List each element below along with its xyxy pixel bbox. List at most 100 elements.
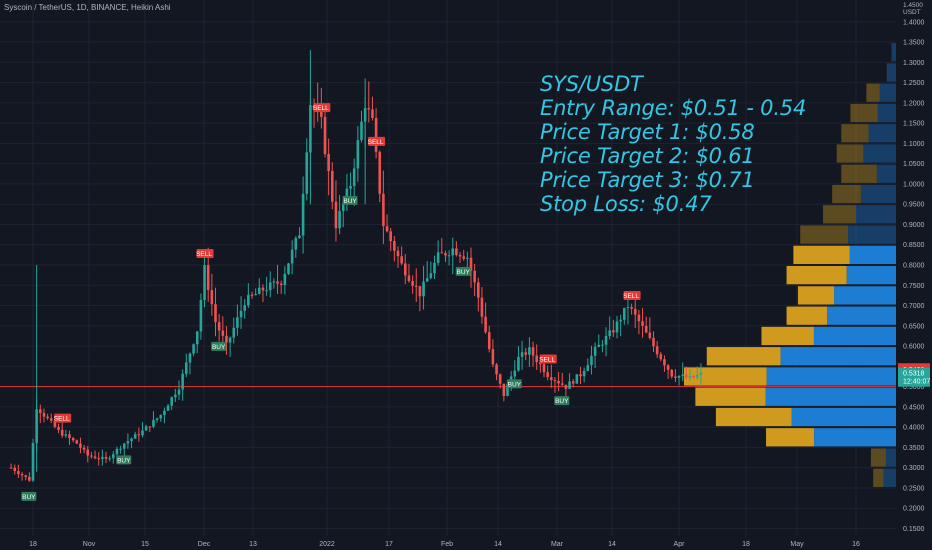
- candle-body: [174, 394, 177, 398]
- volume-profile-up-bar: [813, 326, 896, 346]
- candle-body: [214, 304, 217, 323]
- candle-body: [108, 458, 111, 460]
- candle-body: [130, 438, 133, 442]
- candle-body: [283, 273, 287, 286]
- candle-body: [28, 476, 31, 481]
- signal-label-text: BUY: [212, 344, 226, 351]
- time-tick-label: 16: [852, 541, 860, 548]
- candle-body: [393, 241, 396, 251]
- sell-signal-label: SELL: [368, 136, 386, 146]
- candle-body: [163, 410, 166, 416]
- candle-body: [579, 374, 582, 377]
- time-tick-label: Feb: [441, 541, 453, 548]
- price-tick-label: 0.3000: [903, 465, 925, 472]
- candle-body: [487, 332, 491, 350]
- candle-body: [495, 364, 498, 375]
- candle-body: [601, 344, 604, 346]
- signal-label-bg: [342, 195, 358, 205]
- candle-body: [199, 299, 203, 332]
- price-tick-label: 0.2500: [903, 485, 925, 492]
- price-tick-label: 0.1500: [903, 526, 925, 533]
- countdown-text: 12:40:07: [903, 379, 930, 386]
- candle-body: [192, 344, 195, 354]
- time-tick-label: 2022: [319, 541, 335, 548]
- candle-body: [564, 384, 568, 389]
- price-tick-label: 0.4500: [903, 404, 925, 411]
- volume-profile-down-bar: [793, 245, 850, 265]
- volume-profile-down-bar: [706, 347, 781, 366]
- buy-signal-label: BUY: [455, 266, 471, 276]
- candle-body: [528, 347, 531, 355]
- candle-body: [597, 344, 601, 347]
- candle-body: [268, 282, 272, 291]
- volume-profile-down-bar: [800, 225, 849, 244]
- candle-body: [411, 281, 414, 286]
- time-axis: 18 Nov 15 Dec 13 2022 17 Feb 14 Mar 14 Apr 18 May 16: [0, 536, 896, 550]
- candle-body: [90, 455, 93, 457]
- time-tick-label: Nov: [83, 541, 96, 548]
- price-tick-label: 1.1000: [903, 141, 925, 148]
- volume-profile-down-bar: [683, 367, 767, 386]
- volume-profile-down-bar: [695, 387, 766, 406]
- candle-body: [644, 325, 648, 333]
- time-tick-label: 14: [494, 541, 502, 548]
- candle-body: [341, 203, 345, 212]
- candle-body: [633, 308, 637, 315]
- candle-body: [692, 375, 695, 378]
- candle-body: [265, 290, 268, 292]
- candle-body: [444, 253, 447, 256]
- candle-body: [57, 426, 60, 430]
- candle-body: [447, 255, 451, 257]
- signal-label-text: SELL: [539, 356, 555, 363]
- price-tick-label: 0.4000: [903, 425, 925, 432]
- price-tick-label: 1.1500: [903, 121, 925, 128]
- price-tick-label: 0.5000: [903, 384, 925, 391]
- price-tick-label: 1.0500: [903, 161, 925, 168]
- time-tick-label: Mar: [551, 541, 564, 548]
- candle-body: [345, 188, 349, 204]
- candle-body: [122, 443, 126, 449]
- candle-body: [93, 456, 97, 459]
- candle-body: [557, 380, 560, 384]
- signal-label-bg: [506, 379, 522, 389]
- candles: [9, 50, 703, 482]
- candle-body: [225, 335, 228, 343]
- time-tick-label: May: [790, 541, 804, 548]
- candle-body: [217, 322, 221, 331]
- signal-label-bg: [116, 455, 132, 465]
- candle-body: [517, 356, 520, 371]
- buy-signal-label: BUY: [554, 396, 570, 406]
- volume-profile-up-bar: [827, 306, 896, 325]
- candle-body: [477, 282, 480, 298]
- grid: [0, 0, 896, 536]
- volume-profile-up-bar: [766, 367, 896, 386]
- candle-body: [239, 310, 243, 318]
- candle-body: [20, 474, 24, 476]
- volume-profile-down-bar: [866, 83, 880, 102]
- candle-body: [451, 248, 455, 256]
- volume-profile-up-bar: [849, 245, 896, 265]
- signal-label-bg: [313, 103, 331, 113]
- candle-body: [287, 263, 290, 274]
- candle-body: [86, 449, 90, 456]
- candle-body: [177, 389, 181, 395]
- candle-body: [232, 327, 236, 338]
- candle-body: [144, 426, 148, 431]
- candle-body: [279, 283, 283, 286]
- price-tick-label: 0.2000: [903, 506, 925, 513]
- candle-body: [141, 430, 144, 436]
- candle-body: [250, 294, 254, 296]
- volume-profile-down-bar: [841, 164, 877, 183]
- candle-body: [440, 252, 444, 254]
- price-axis-bg: [896, 0, 932, 550]
- candle-body: [352, 168, 356, 186]
- candle-body: [593, 346, 597, 356]
- signal-label-text: SELL: [196, 251, 212, 258]
- volume-profile-up-bar: [814, 428, 896, 447]
- buy-signal-label: BUY: [506, 379, 522, 389]
- candle-body: [513, 370, 517, 377]
- volume-profile-up-bar: [885, 448, 896, 467]
- candle-body: [655, 346, 659, 355]
